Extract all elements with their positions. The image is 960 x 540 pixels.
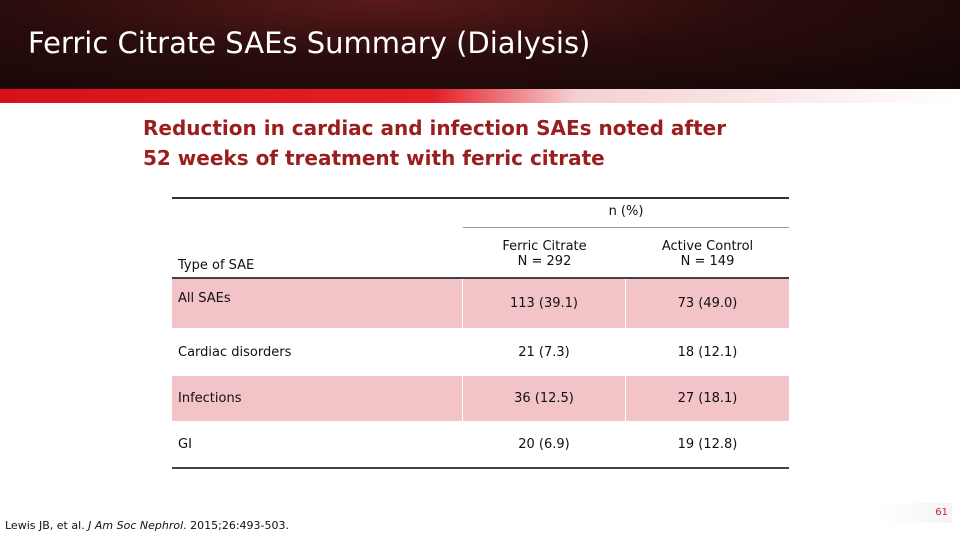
rule bbox=[172, 277, 789, 279]
slide-title: Ferric Citrate SAEs Summary (Dialysis) bbox=[28, 26, 591, 60]
row-label: Infections bbox=[172, 376, 462, 421]
value-cell: 36 (12.5) bbox=[463, 376, 625, 421]
header-line: N = 292 bbox=[517, 254, 572, 269]
value-cell: 113 (39.1) bbox=[463, 279, 625, 328]
citation: Lewis JB, et al. J Am Soc Nephrol. 2015;… bbox=[5, 519, 289, 532]
column-header: Ferric Citrate N = 292 bbox=[469, 231, 620, 277]
column-header: Type of SAE bbox=[178, 231, 457, 277]
rule bbox=[172, 467, 789, 469]
row-label: GI bbox=[172, 421, 462, 467]
citation-text: . 2015;26:493-503. bbox=[183, 519, 289, 532]
journal: J Am Soc Nephrol bbox=[88, 519, 184, 532]
header-line: Ferric Citrate bbox=[502, 239, 587, 254]
page-number: 61 bbox=[880, 503, 952, 523]
row-label: All SAEs bbox=[172, 279, 462, 328]
header-stripe bbox=[0, 89, 960, 103]
header-line: N = 149 bbox=[680, 254, 735, 269]
value-cell: 18 (12.1) bbox=[626, 328, 789, 376]
value-cell: 21 (7.3) bbox=[463, 328, 625, 376]
value-cell: 27 (18.1) bbox=[626, 376, 789, 421]
citation-text: Lewis JB, et al. bbox=[5, 519, 89, 532]
rule bbox=[463, 227, 789, 228]
row-label: Cardiac disorders bbox=[172, 328, 462, 376]
value-cell: 73 (49.0) bbox=[626, 279, 789, 328]
group-header: n (%) bbox=[608, 204, 644, 219]
header-bar bbox=[0, 0, 960, 90]
column-header: Active Control N = 149 bbox=[632, 231, 783, 277]
header-line: Active Control bbox=[661, 239, 754, 254]
value-cell: 20 (6.9) bbox=[463, 421, 625, 467]
rule bbox=[172, 197, 789, 199]
header-line: Type of SAE bbox=[178, 258, 255, 273]
subtitle: Reduction in cardiac and infection SAEs … bbox=[143, 116, 727, 170]
value-cell: 19 (12.8) bbox=[626, 421, 789, 467]
